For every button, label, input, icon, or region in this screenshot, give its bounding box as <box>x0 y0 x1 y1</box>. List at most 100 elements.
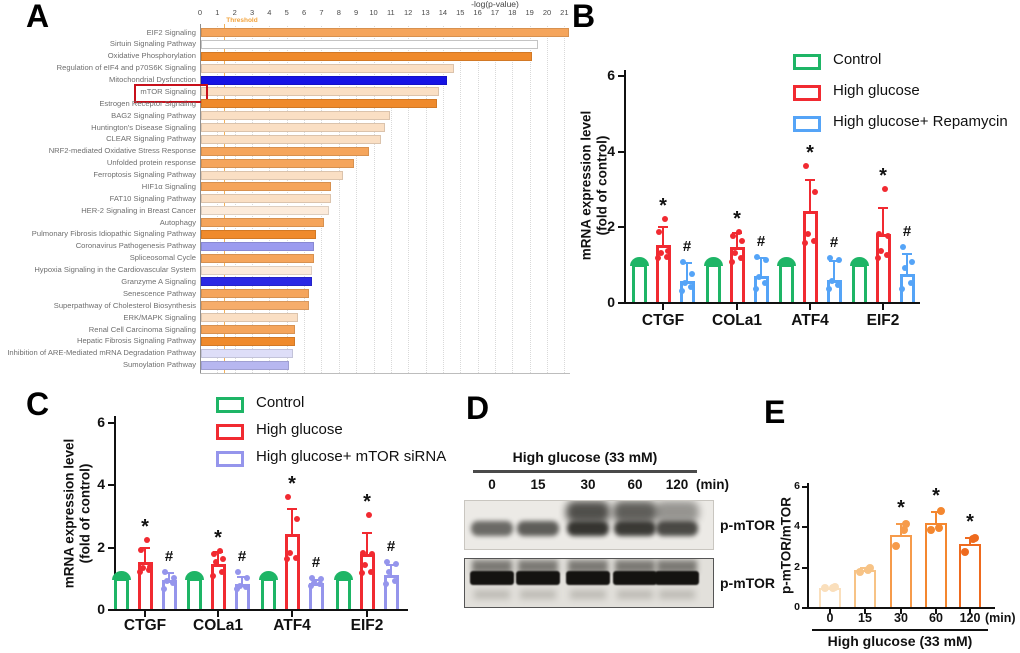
pathway-label: Hypoxia Signaling in the Cardiovascular … <box>34 265 196 275</box>
y-tick <box>618 226 625 229</box>
data-point <box>392 577 398 584</box>
x-axis-line <box>114 609 408 611</box>
pathway-label: Coronavirus Pathogenesis Pathway <box>75 241 196 251</box>
y-tick-label: 0 <box>97 601 105 617</box>
data-point <box>961 547 969 556</box>
error-bar <box>291 507 293 535</box>
data-point <box>729 259 735 266</box>
x-tick-label: 13 <box>421 8 430 17</box>
category-label: ATF4 <box>273 617 311 634</box>
y-tick <box>108 484 115 487</box>
x-tick-label: 9 <box>354 8 359 17</box>
bar-cap <box>258 570 278 580</box>
error-bar <box>736 232 738 248</box>
error-bar-cap <box>164 571 174 574</box>
pathway-label: mTOR Signaling <box>140 86 196 96</box>
y-tick <box>802 566 808 569</box>
data-point <box>318 576 324 583</box>
significance-marker: # <box>902 223 912 241</box>
blot-strip-1 <box>464 500 714 550</box>
blot-band <box>566 571 610 585</box>
blot-lower-smudge <box>474 590 510 599</box>
data-point <box>732 249 738 256</box>
pathway-bar <box>201 134 382 144</box>
category-label: CTGF <box>123 617 167 634</box>
data-point <box>383 581 389 588</box>
data-point <box>369 551 375 558</box>
significance-marker: * <box>141 516 149 539</box>
lane-label: 120 <box>665 477 689 492</box>
y-tick-label: 4 <box>607 142 615 159</box>
gridline <box>494 26 496 373</box>
pathway-label: CLEAR Signaling Pathway <box>106 134 196 144</box>
pathway-bar <box>201 218 325 228</box>
data-point <box>882 185 888 192</box>
x-tick-label: 8 <box>336 8 341 17</box>
pathway-bar <box>201 39 538 49</box>
legend-label: High glucose+ Repamycin <box>833 113 1008 130</box>
gridline <box>338 26 340 373</box>
blot-strip-2 <box>464 558 714 608</box>
x-tick-label: 7 <box>319 8 324 17</box>
y-tick <box>802 526 808 529</box>
error-bar <box>760 256 762 277</box>
data-point <box>284 556 290 563</box>
error-bar <box>935 511 937 524</box>
data-point <box>909 259 915 266</box>
x-tick-label: 6 <box>302 8 307 17</box>
significance-marker: * <box>879 164 887 187</box>
lane-label: 15 <box>530 477 546 492</box>
pathway-bar <box>201 277 313 287</box>
x-tick-label: 2 <box>232 8 237 17</box>
panel-label-a: A <box>26 0 50 34</box>
bar-cap <box>333 570 353 580</box>
error-bar <box>882 207 884 234</box>
pathway-bar <box>201 265 313 275</box>
data-point <box>738 255 744 262</box>
data-point <box>140 565 146 572</box>
data-point <box>311 579 317 586</box>
pathway-bar <box>201 63 455 73</box>
data-point <box>908 280 914 287</box>
data-point <box>664 253 670 260</box>
pathway-label: Senescence Pathway <box>122 288 196 298</box>
y-tick <box>618 150 625 153</box>
panel-label-d: D <box>466 390 490 426</box>
data-point <box>243 584 249 591</box>
significance-marker: * <box>363 491 371 514</box>
blot-lower-smudge <box>659 590 695 599</box>
x-tick-label: 21 <box>560 8 569 17</box>
panel-label-b: B <box>572 0 596 34</box>
y-tick <box>108 546 115 549</box>
gridline <box>408 26 410 373</box>
data-point <box>680 259 686 266</box>
pathway-bar <box>201 194 332 204</box>
pathway-label: EIF2 Signaling <box>146 27 196 37</box>
category-label: 120 <box>959 611 981 625</box>
pathway-label: Mitochondrial Dysfunction <box>109 75 196 85</box>
data-point <box>309 574 315 581</box>
y-tick-label: 0 <box>794 601 800 613</box>
pathway-label: Regulation of eIF4 and p70S6K Signaling <box>56 63 196 73</box>
threshold-label: Threshold <box>226 17 258 24</box>
significance-marker: # <box>386 538 396 556</box>
pathway-bar <box>201 51 533 61</box>
data-point <box>756 274 762 281</box>
data-point <box>213 559 219 566</box>
y-tick-label: 4 <box>97 476 105 493</box>
data-point <box>866 563 874 572</box>
y-tick <box>618 302 625 304</box>
gridline <box>373 26 375 373</box>
data-point <box>937 507 945 516</box>
legend-swatch <box>793 54 821 70</box>
x-tick-label: 12 <box>404 8 413 17</box>
data-point <box>899 285 905 292</box>
category-label: COLa1 <box>712 312 762 329</box>
pathway-label: Huntington's Disease Signaling <box>91 122 196 132</box>
pathway-bar <box>201 348 293 358</box>
gridline <box>356 26 358 373</box>
lane-label: 30 <box>580 477 596 492</box>
